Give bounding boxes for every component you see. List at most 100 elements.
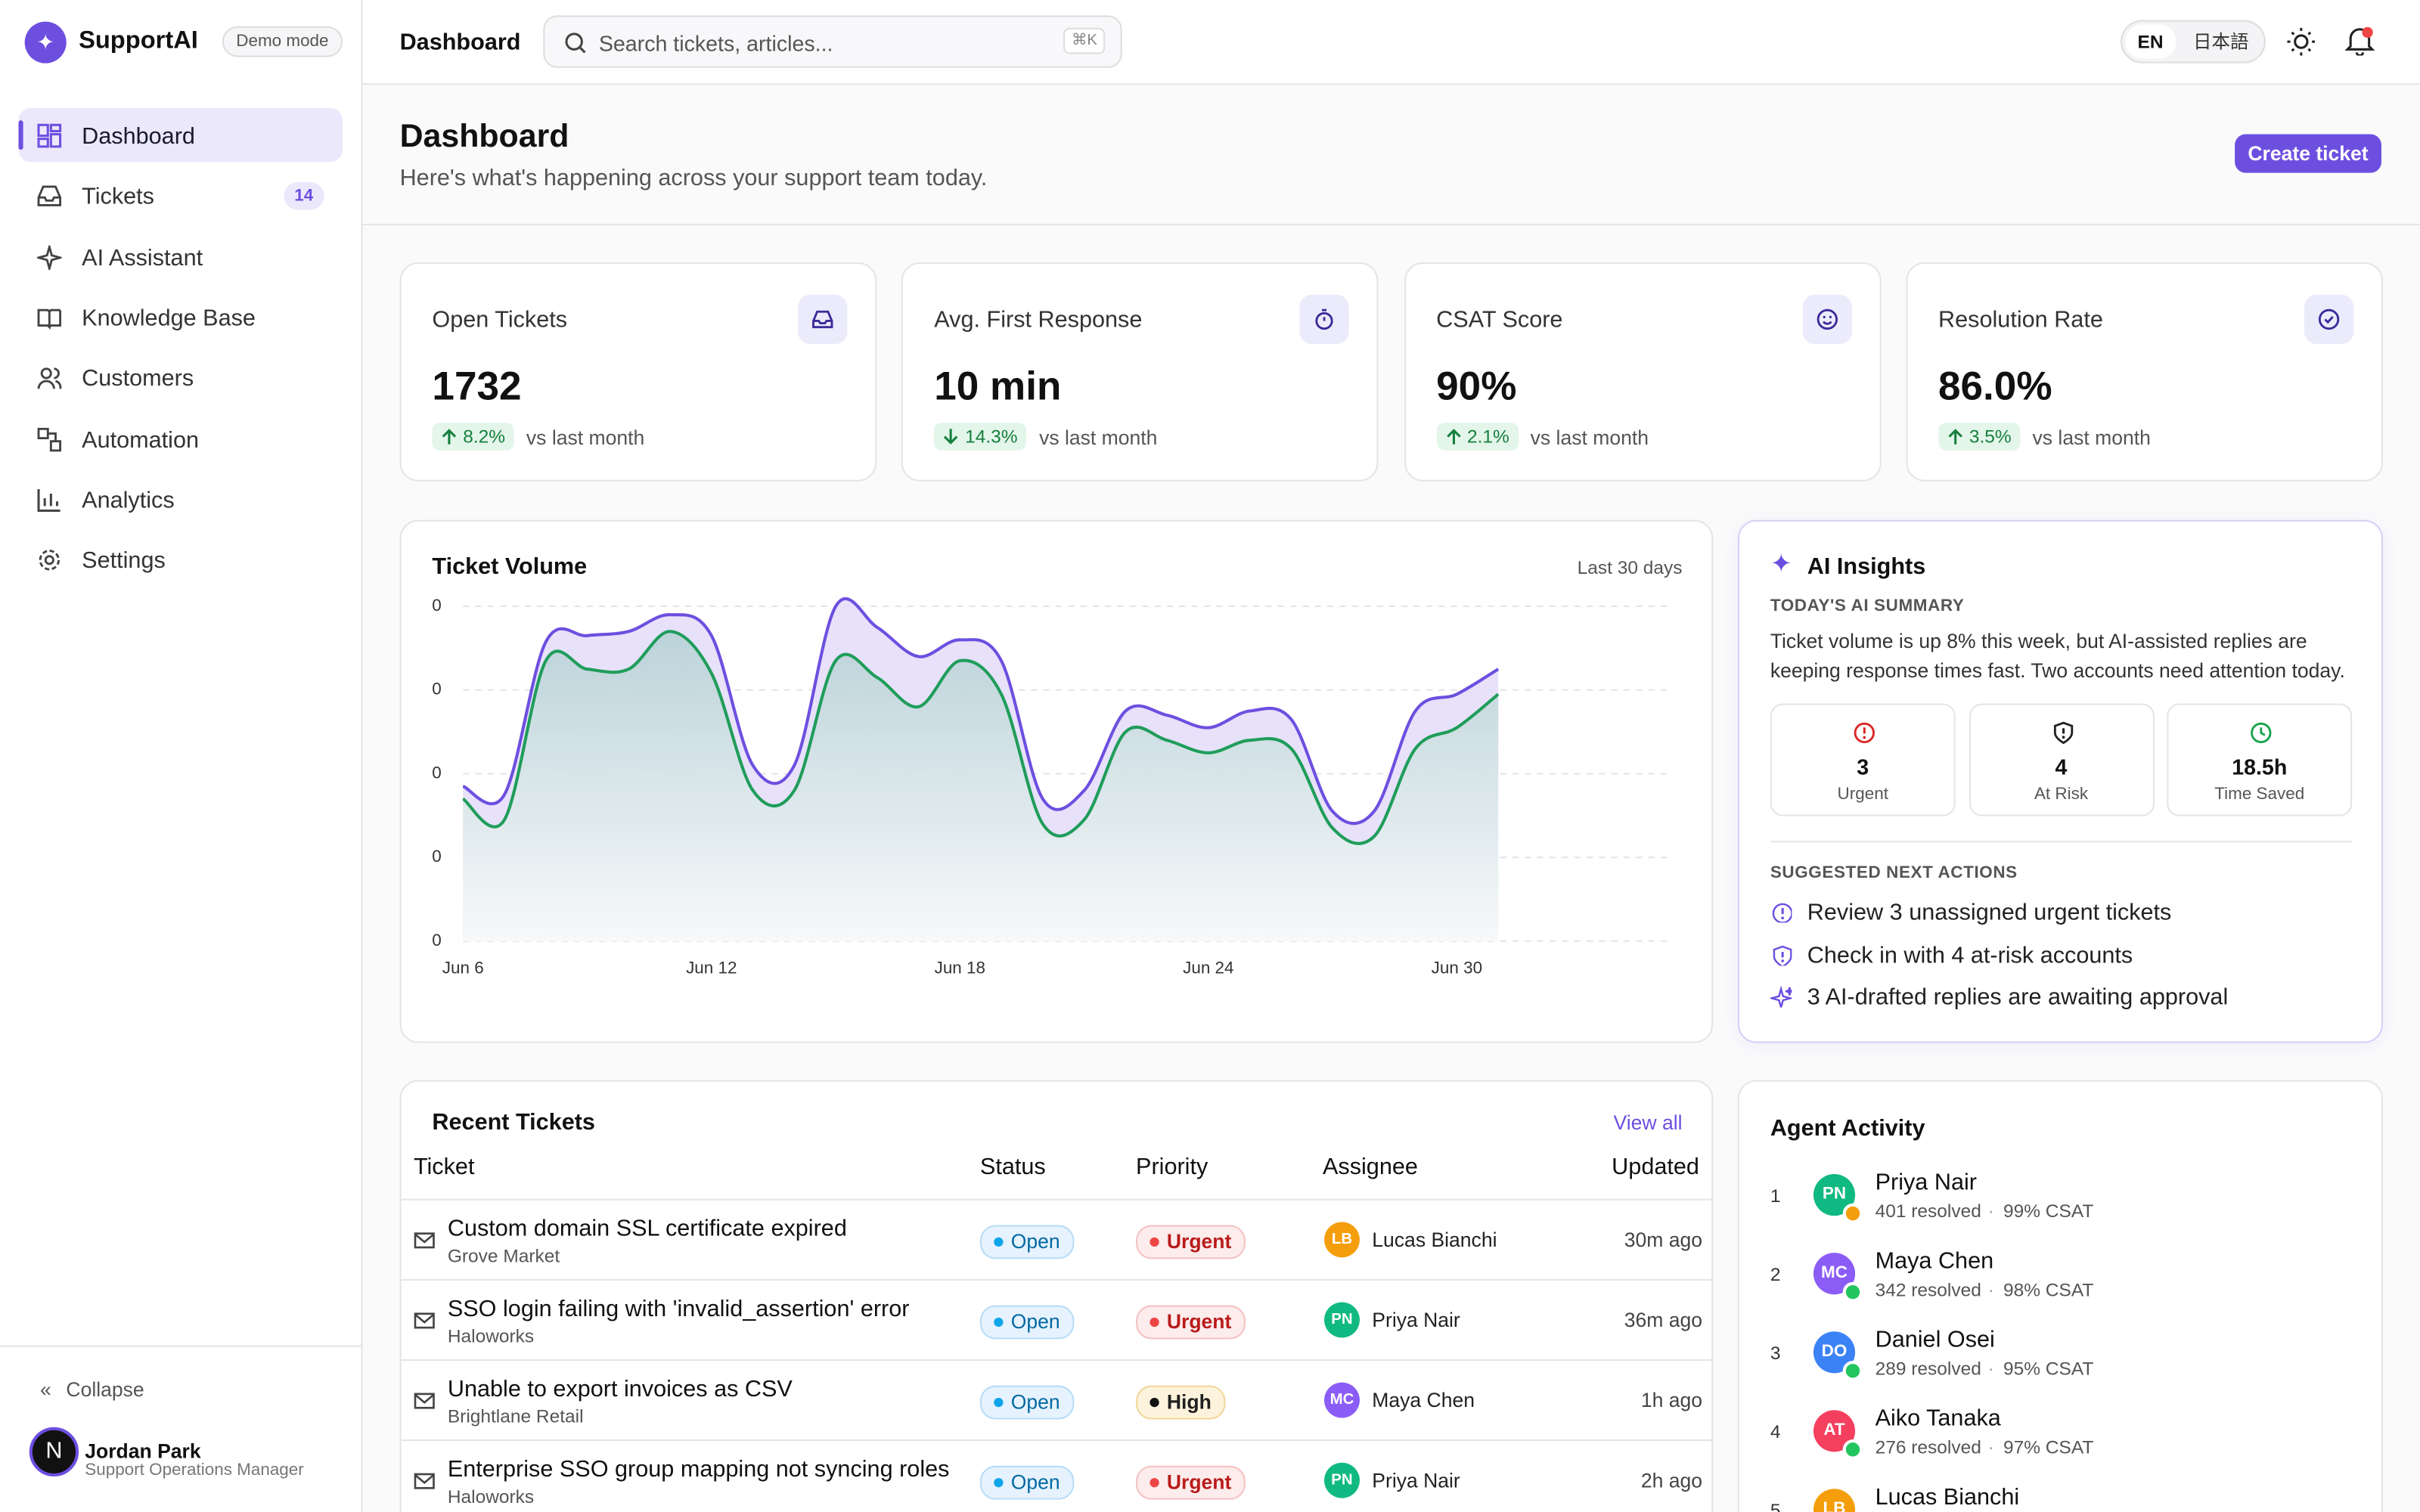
- updated: 30m ago: [1624, 1228, 1703, 1252]
- agent-resolved: 342 resolved: [1875, 1278, 1981, 1301]
- ticket-row[interactable]: Enterprise SSO group mapping not syncing…: [401, 1439, 1712, 1512]
- status-pill: Open: [979, 1305, 1075, 1340]
- nav-icon-svg: [37, 308, 62, 330]
- lang-ja[interactable]: 日本語: [2192, 30, 2249, 53]
- kpi-change: 2.1%: [1436, 423, 1519, 451]
- nav-icon: [37, 548, 62, 581]
- separator: ·: [1987, 1278, 1994, 1301]
- nav-item[interactable]: Dashboard: [18, 107, 343, 163]
- column-header: Ticket: [413, 1154, 475, 1181]
- page-subtitle: Here's what's happening across your supp…: [399, 165, 988, 192]
- nav-item[interactable]: Customers: [18, 351, 343, 404]
- demo-badge: Demo mode: [222, 26, 343, 57]
- kpi-card: Avg. First Response 10 min 14.3% vs last mo…: [901, 262, 1379, 482]
- nav-icon: [37, 426, 62, 459]
- ticket-company: Haloworks: [447, 1486, 535, 1507]
- stat-icon: [1852, 720, 1877, 753]
- y-tick-label: 0: [432, 680, 441, 699]
- create-ticket[interactable]: Create ticket: [2235, 134, 2381, 173]
- kpi-label: Open Tickets: [432, 307, 568, 333]
- notifications[interactable]: [2344, 25, 2375, 56]
- agent-avatar: DO: [1813, 1331, 1863, 1381]
- nav-label: Analytics: [82, 487, 175, 514]
- agents-title: Agent Activity: [1770, 1115, 1925, 1142]
- actions-heading: SUGGESTED NEXT ACTIONS: [1770, 863, 2018, 883]
- assignee-name: Maya Chen: [1372, 1388, 1475, 1412]
- nav-item[interactable]: AI Assistant: [18, 229, 343, 283]
- updated: 36m ago: [1624, 1308, 1703, 1332]
- nav-item[interactable]: Knowledge Base: [18, 290, 343, 343]
- action-item[interactable]: Check in with 4 at-risk accounts: [1807, 941, 2133, 968]
- kpi-value: 86.0%: [1938, 362, 2052, 409]
- agent-csat: 97% CSAT: [2003, 1436, 2094, 1458]
- nav-item[interactable]: Settings: [18, 532, 343, 586]
- nav-icon: [37, 305, 62, 338]
- status-pill: Open: [979, 1385, 1075, 1420]
- nav-label: Dashboard: [82, 123, 195, 150]
- collapse[interactable]: « Collapse: [40, 1377, 144, 1402]
- y-tick-label: 0: [432, 847, 441, 866]
- pill-dot: [1150, 1397, 1159, 1408]
- nav-icon: [37, 184, 62, 216]
- stat-value: 3: [1857, 754, 1869, 779]
- search[interactable]: Search tickets, articles... ⌘K: [543, 15, 1122, 68]
- sparkle-icon: ✦: [1770, 549, 1792, 579]
- trend-arrow: [1444, 427, 1462, 451]
- agent-csat: 99% CSAT: [2003, 1200, 2094, 1222]
- nav-icon: [37, 366, 62, 398]
- recent-tickets-card: Recent Tickets View all Ticket Status Prio…: [399, 1080, 1714, 1512]
- view-all[interactable]: View all: [1613, 1111, 1683, 1134]
- kpi-label: Resolution Rate: [1938, 307, 2103, 333]
- pill-dot: [994, 1478, 1004, 1488]
- pill-dot: [994, 1397, 1004, 1408]
- ticket-volume-card: Ticket Volume Last 30 days 0 0 0 0 0 Jun 6 Jun…: [399, 519, 1714, 1043]
- ticket-row[interactable]: Unable to export invoices as CSV Brightla…: [401, 1359, 1712, 1441]
- mail-icon: [414, 1310, 436, 1340]
- active-indicator: [18, 120, 23, 150]
- area: [463, 631, 1499, 941]
- agent-name: Aiko Tanaka: [1875, 1405, 2001, 1432]
- action-item[interactable]: Review 3 unassigned urgent tickets: [1807, 899, 2172, 926]
- updated: 2h ago: [1640, 1468, 1703, 1492]
- column-header: Priority: [1136, 1154, 1208, 1181]
- kpi-note: vs last month: [1039, 426, 1158, 449]
- kpi-note: vs last month: [1530, 426, 1649, 449]
- agent-name: Priya Nair: [1875, 1169, 1977, 1196]
- nav-item[interactable]: Automation: [18, 411, 343, 465]
- stat-icon-svg: [1854, 722, 1875, 744]
- assignee-avatar: MC: [1324, 1382, 1360, 1418]
- kpi-value: 10 min: [934, 362, 1062, 409]
- logo: ✦: [24, 21, 67, 64]
- summary: Ticket volume is up 8% this week, but AI…: [1770, 629, 2345, 683]
- nav-icon-svg: [39, 550, 60, 571]
- collapse-label: Collapse: [66, 1377, 144, 1402]
- kpi-change: 8.2%: [432, 423, 515, 451]
- theme-toggle[interactable]: [2287, 27, 2316, 56]
- topbar-title: Dashboard: [399, 29, 521, 56]
- ticket-row[interactable]: SSO login failing with 'invalid_assertio…: [401, 1278, 1712, 1361]
- ticket-company: Brightlane Retail: [447, 1405, 584, 1427]
- nav-item[interactable]: Analytics: [18, 472, 343, 525]
- action-item[interactable]: 3 AI-drafted replies are awaiting approv…: [1807, 984, 2229, 1011]
- status-pill: Open: [979, 1225, 1075, 1259]
- ticket-company: Grove Market: [447, 1244, 560, 1267]
- agent-name: Daniel Osei: [1875, 1327, 1995, 1353]
- line: [461, 630, 1500, 845]
- status-pill: Open: [979, 1465, 1075, 1500]
- nav-label: Knowledge Base: [82, 305, 256, 332]
- action-icon-svg: [1768, 985, 1794, 1012]
- updated: 1h ago: [1640, 1388, 1703, 1412]
- ticket-company: Haloworks: [447, 1325, 535, 1347]
- column-header: Status: [979, 1154, 1046, 1181]
- mail-icon-svg: [414, 1473, 435, 1489]
- action-icon: [1770, 943, 1792, 973]
- nav-item[interactable]: Tickets 14: [18, 169, 343, 222]
- nav-label: Settings: [82, 547, 166, 575]
- action-icon: [1770, 901, 1793, 931]
- ticket-row[interactable]: Custom domain SSL certificate expired Gro…: [401, 1198, 1712, 1281]
- stat-label: At Risk: [2034, 785, 2089, 804]
- ai-insights-card: ✦ AI Insights TODAY'S AI SUMMARY Ticket …: [1737, 519, 2384, 1043]
- x-tick-label: Jun 30: [1432, 959, 1482, 978]
- lang-en[interactable]: EN: [2125, 24, 2176, 59]
